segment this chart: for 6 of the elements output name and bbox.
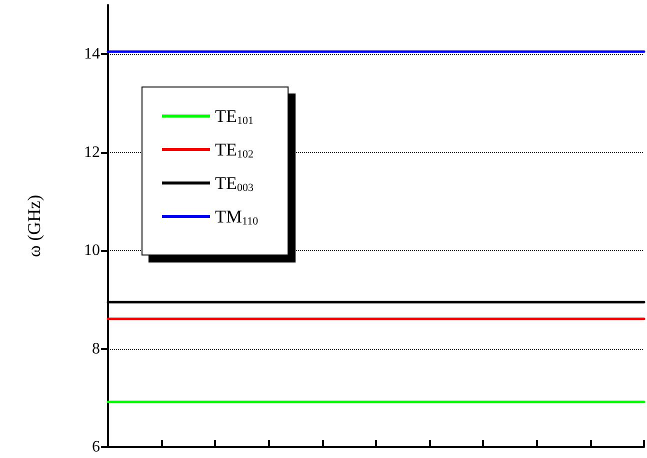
y-tick-label: 6 bbox=[92, 438, 100, 456]
y-tick-label: 12 bbox=[84, 144, 100, 161]
y-tick-label: 14 bbox=[84, 46, 100, 63]
y-tick-label: 10 bbox=[84, 242, 100, 260]
y-axis-title: ω (GHz) bbox=[24, 194, 44, 258]
y-tick-label: 8 bbox=[92, 340, 100, 358]
